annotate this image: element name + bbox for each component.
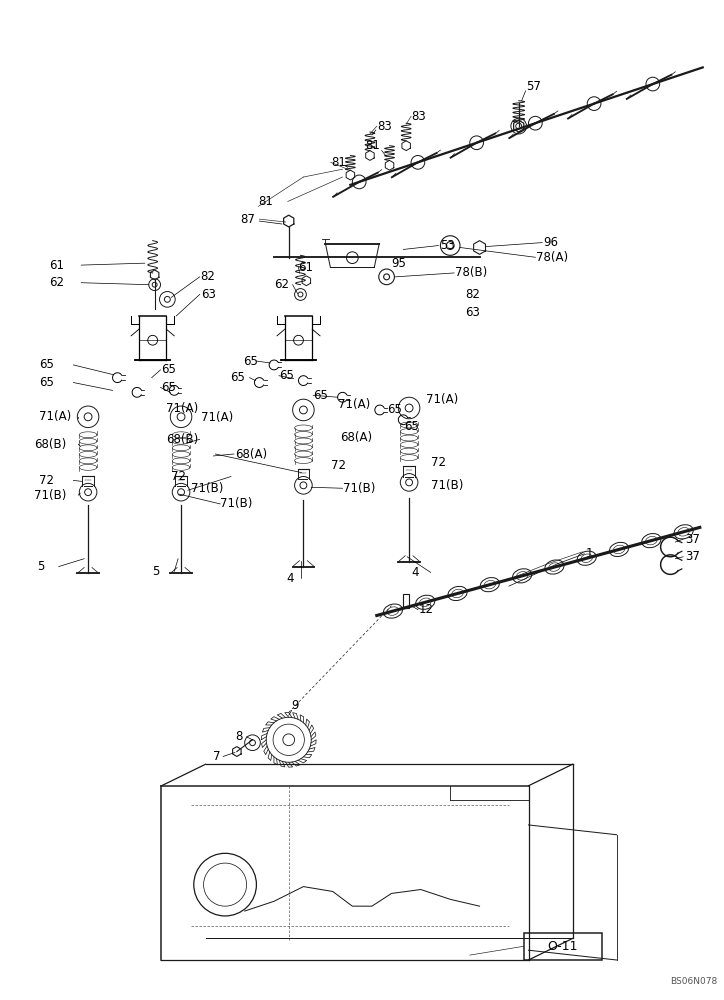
Text: 65: 65: [39, 376, 54, 389]
Text: 87: 87: [240, 213, 255, 226]
Text: 72: 72: [431, 456, 446, 469]
Text: 61: 61: [298, 261, 313, 274]
Text: 8: 8: [235, 730, 243, 743]
Text: 65: 65: [230, 371, 245, 384]
Text: 12: 12: [419, 603, 434, 616]
Text: O-11: O-11: [547, 940, 578, 953]
Text: 65: 65: [279, 369, 294, 382]
Text: 72: 72: [331, 459, 346, 472]
Text: 71(A): 71(A): [167, 402, 198, 415]
Text: 57: 57: [526, 80, 542, 93]
Bar: [523, 933, 602, 960]
Text: 82: 82: [465, 288, 480, 301]
Text: 95: 95: [392, 257, 406, 270]
Text: 71(B): 71(B): [191, 482, 223, 495]
Text: 78(B): 78(B): [455, 266, 487, 279]
Text: 72: 72: [172, 470, 186, 483]
Text: 78(A): 78(A): [536, 251, 568, 264]
Text: 72: 72: [39, 474, 54, 487]
Text: 71(B): 71(B): [431, 479, 463, 492]
Text: 68(B): 68(B): [34, 438, 67, 451]
Text: 65: 65: [161, 381, 177, 394]
Text: 81: 81: [331, 156, 345, 169]
Text: 71(A): 71(A): [39, 410, 72, 423]
Text: BS06N078: BS06N078: [670, 977, 717, 986]
Text: 37: 37: [685, 550, 700, 563]
Text: 4: 4: [287, 572, 294, 585]
Text: 1: 1: [585, 547, 593, 560]
Text: 82: 82: [201, 270, 216, 283]
Text: 71(B): 71(B): [34, 489, 67, 502]
Text: 65: 65: [313, 389, 328, 402]
Text: 71(B): 71(B): [220, 497, 253, 510]
Text: 68(B): 68(B): [167, 433, 198, 446]
Text: 5: 5: [37, 560, 45, 573]
Text: 7: 7: [214, 750, 221, 763]
Text: 83: 83: [376, 120, 392, 133]
Text: 71(B): 71(B): [342, 482, 375, 495]
Text: 65: 65: [404, 420, 419, 433]
Text: 96: 96: [543, 236, 558, 249]
Text: 37: 37: [685, 533, 700, 546]
Text: 81: 81: [258, 195, 273, 208]
Text: 9: 9: [292, 699, 299, 712]
Text: 65: 65: [161, 363, 177, 376]
Text: 4: 4: [411, 566, 418, 579]
Text: 63: 63: [465, 306, 480, 319]
Text: 5: 5: [152, 565, 159, 578]
Text: 71(A): 71(A): [201, 411, 233, 424]
Text: 81: 81: [365, 139, 380, 152]
Text: 61: 61: [49, 259, 64, 272]
Text: 62: 62: [274, 278, 289, 291]
Text: 53: 53: [440, 239, 455, 252]
Text: 71(A): 71(A): [337, 398, 370, 411]
Text: 71(A): 71(A): [426, 393, 458, 406]
Bar: [403, 594, 409, 608]
Text: 62: 62: [49, 276, 64, 289]
Text: 63: 63: [201, 288, 216, 301]
Text: 83: 83: [411, 110, 426, 123]
Text: 65: 65: [243, 355, 258, 368]
Text: 68(A): 68(A): [340, 431, 373, 444]
Text: 65: 65: [387, 403, 403, 416]
Text: 65: 65: [39, 358, 54, 371]
Text: 68(A): 68(A): [235, 448, 267, 461]
